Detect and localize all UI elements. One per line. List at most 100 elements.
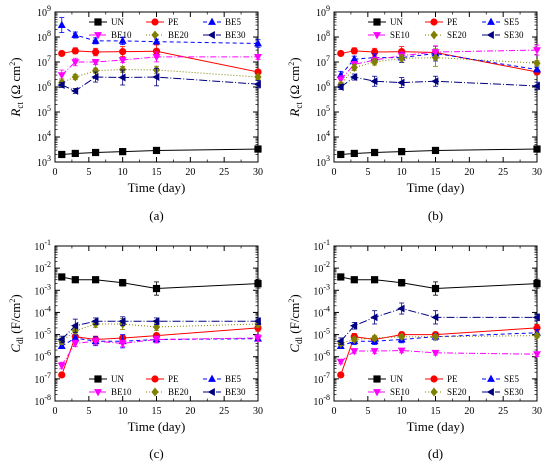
data-point bbox=[398, 53, 406, 63]
legend-label: SE30 bbox=[504, 30, 524, 40]
data-point bbox=[350, 54, 359, 63]
y-tick-label: 10-7 bbox=[34, 371, 51, 386]
legend-label: BE20 bbox=[168, 30, 189, 40]
data-point bbox=[253, 80, 261, 89]
legend-label: BE30 bbox=[225, 387, 246, 397]
y-tick-label: 104 bbox=[316, 129, 330, 144]
y-tick-label: 10-5 bbox=[313, 327, 330, 342]
data-point bbox=[92, 148, 100, 157]
data-point bbox=[254, 68, 262, 76]
data-point bbox=[371, 148, 379, 157]
data-point bbox=[57, 72, 66, 80]
x-tick-label: 15 bbox=[431, 167, 441, 178]
panel-label: (d) bbox=[428, 446, 443, 461]
chart-panel-4: 10-8 10-7 10-6 10-5 10-4 10-3 10-2 10-1 0 5 10 15 20… bbox=[287, 238, 542, 461]
y-tick-label: 109 bbox=[37, 4, 51, 19]
data-point bbox=[397, 304, 405, 313]
legend-marker bbox=[373, 18, 381, 26]
data-point bbox=[71, 276, 79, 284]
data-point bbox=[371, 276, 379, 284]
x-tick-label: 30 bbox=[253, 167, 263, 178]
data-point bbox=[119, 65, 127, 75]
data-point bbox=[92, 48, 100, 56]
data-point bbox=[431, 349, 440, 358]
y-tick-label: 10-1 bbox=[313, 238, 330, 253]
legend-label: BE5 bbox=[225, 17, 242, 27]
y-tick-label: 10-4 bbox=[313, 304, 330, 319]
legend-marker bbox=[151, 30, 159, 40]
data-point bbox=[350, 348, 359, 356]
x-tick-label: 15 bbox=[152, 406, 162, 417]
x-tick-label: 5 bbox=[365, 167, 370, 178]
series-BE20 bbox=[58, 65, 262, 88]
x-tick-label: 0 bbox=[53, 167, 58, 178]
x-tick-label: 0 bbox=[332, 406, 337, 417]
legend-label: BE10 bbox=[111, 30, 132, 40]
legend-label: SE10 bbox=[390, 30, 410, 40]
y-tick-label: 109 bbox=[316, 4, 330, 19]
data-point bbox=[397, 347, 406, 355]
data-point bbox=[349, 73, 358, 82]
series-UN bbox=[337, 145, 541, 159]
data-point bbox=[71, 47, 79, 55]
data-point bbox=[152, 284, 161, 293]
series-line bbox=[61, 320, 258, 340]
data-point bbox=[336, 358, 345, 366]
x-tick-label: 30 bbox=[532, 167, 542, 178]
legend-label: SE20 bbox=[447, 30, 467, 40]
data-point bbox=[57, 20, 66, 28]
legend-marker bbox=[94, 32, 102, 40]
data-point bbox=[337, 150, 345, 159]
series-UN bbox=[337, 273, 541, 296]
panel-label: (c) bbox=[149, 446, 163, 461]
x-tick-label: 25 bbox=[219, 406, 229, 417]
y-tick-label: 10-7 bbox=[313, 371, 330, 386]
legend-marker bbox=[373, 32, 381, 40]
data-point bbox=[398, 148, 406, 156]
series-line bbox=[340, 350, 538, 363]
legend-label: SE5 bbox=[504, 374, 520, 384]
y-tick-label: 106 bbox=[316, 79, 330, 94]
data-point bbox=[370, 77, 378, 86]
data-point bbox=[533, 58, 541, 68]
data-point bbox=[431, 53, 440, 63]
y-tick-label: 10-1 bbox=[34, 238, 51, 253]
series-PE bbox=[58, 44, 262, 76]
data-point bbox=[431, 313, 439, 322]
legend-marker bbox=[430, 18, 438, 26]
data-point bbox=[91, 36, 100, 44]
data-point bbox=[350, 276, 358, 284]
data-point bbox=[431, 284, 440, 293]
chart-panel-2: 103 104 105 106 107 108 109 0 5 10 15 20 25 30 Time (d… bbox=[287, 4, 542, 223]
legend-marker bbox=[94, 389, 102, 397]
data-point bbox=[152, 47, 161, 55]
data-point bbox=[254, 54, 262, 62]
series-UN bbox=[58, 273, 262, 296]
data-point bbox=[532, 82, 540, 90]
series-SE30 bbox=[336, 73, 540, 91]
data-point bbox=[533, 145, 541, 153]
series-BE30 bbox=[57, 316, 261, 344]
data-point bbox=[57, 335, 65, 344]
data-point bbox=[152, 54, 161, 62]
data-point bbox=[431, 77, 439, 86]
y-tick-label: 10-4 bbox=[34, 304, 51, 319]
data-point bbox=[118, 36, 127, 44]
series-line bbox=[61, 24, 259, 44]
x-tick-label: 5 bbox=[365, 406, 370, 417]
series-line bbox=[61, 50, 259, 73]
y-tick-label: 108 bbox=[37, 29, 51, 44]
data-point bbox=[533, 280, 541, 288]
legend-label: SE5 bbox=[504, 17, 520, 27]
data-point bbox=[71, 30, 80, 38]
legend-marker bbox=[487, 17, 495, 25]
series-line bbox=[340, 332, 538, 347]
data-point bbox=[91, 73, 99, 82]
y-tick-label: 103 bbox=[316, 154, 330, 169]
data-point bbox=[254, 72, 262, 82]
data-point bbox=[371, 333, 379, 343]
series-BE10 bbox=[57, 334, 262, 370]
legend-label: BE20 bbox=[168, 387, 189, 397]
legend-label: PE bbox=[447, 17, 458, 27]
series-SE20 bbox=[337, 48, 541, 90]
